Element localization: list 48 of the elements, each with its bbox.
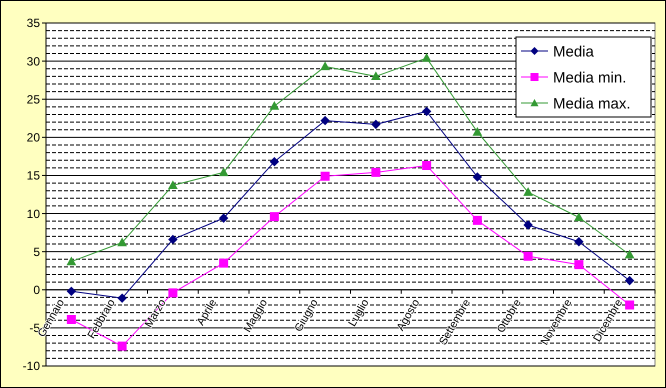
- point: [66, 257, 76, 266]
- point: [168, 288, 178, 298]
- point: [625, 276, 634, 286]
- y-tick-label: 15: [26, 168, 40, 183]
- point: [574, 212, 584, 222]
- y-tick-label: 25: [26, 92, 40, 106]
- point: [320, 62, 330, 70]
- point: [118, 342, 127, 351]
- point: [118, 294, 127, 303]
- point: [574, 237, 584, 246]
- y-tick-label: 10: [26, 206, 40, 221]
- point: [371, 72, 380, 80]
- y-tick-label: 0: [33, 282, 40, 297]
- point: [472, 128, 482, 136]
- point: [118, 238, 127, 246]
- point: [524, 188, 533, 196]
- legend-label: Media: [553, 43, 595, 60]
- point: [270, 157, 279, 166]
- point: [168, 234, 178, 244]
- point: [422, 54, 432, 62]
- legend-label: Media min.: [553, 69, 626, 86]
- point: [625, 250, 634, 258]
- y-tick-label: 5: [33, 244, 40, 259]
- point: [422, 161, 432, 170]
- point: [524, 220, 533, 230]
- point: [320, 172, 330, 181]
- point: [270, 212, 279, 222]
- point: [422, 106, 432, 116]
- point: [472, 172, 482, 182]
- point: [320, 116, 330, 126]
- point: [270, 102, 279, 110]
- point: [168, 180, 178, 190]
- point: [219, 168, 228, 176]
- legend-label: Media max.: [553, 95, 631, 112]
- point: [66, 315, 76, 324]
- point: [524, 252, 533, 261]
- point: [219, 214, 228, 223]
- point: [66, 286, 76, 296]
- point: [219, 258, 228, 268]
- point: [371, 168, 380, 177]
- y-tick-label: -10: [22, 359, 40, 374]
- y-tick-label: 30: [26, 54, 40, 68]
- point: [371, 120, 380, 129]
- point: [472, 216, 482, 225]
- point: [625, 300, 634, 310]
- y-tick-label: 35: [26, 16, 40, 30]
- point: [574, 260, 584, 270]
- y-tick-label: 20: [26, 130, 40, 145]
